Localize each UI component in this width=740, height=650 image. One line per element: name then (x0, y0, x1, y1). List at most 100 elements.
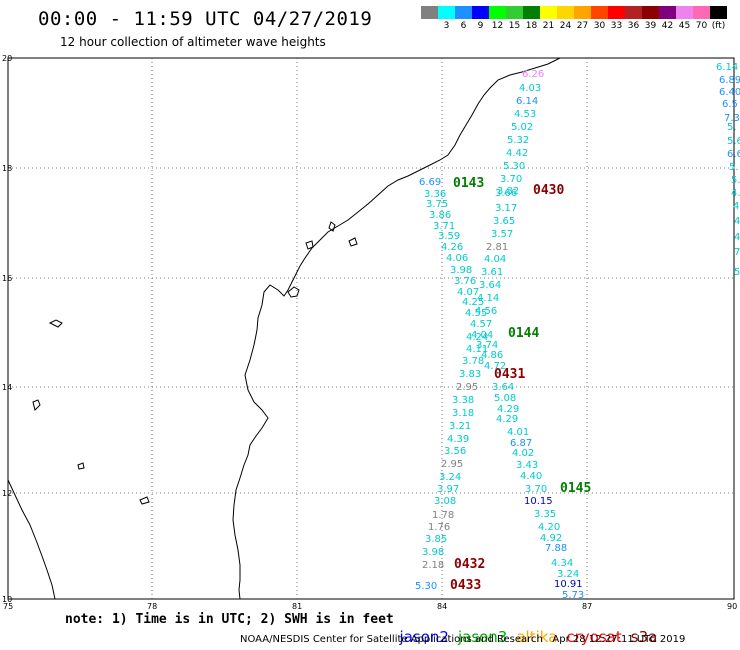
swh-reading: 4.04 (471, 330, 493, 341)
swh-reading: 4.01 (507, 427, 529, 438)
scale-swatch (455, 6, 472, 19)
scale-swatch (557, 6, 574, 19)
lat-tick-14: 14 (2, 383, 12, 392)
swh-reading: 5.73 (562, 590, 584, 601)
swh-reading: 5.32 (507, 135, 529, 146)
scale-swatch (642, 6, 659, 19)
scale-swatch (693, 6, 710, 19)
lon-tick-87: 87 (582, 602, 592, 611)
swh-reading: 4.24 (466, 332, 488, 343)
swh-reading: 5.30 (503, 161, 525, 172)
scale-swatch (591, 6, 608, 19)
satellite-legend: jason2 jason3 altika cryosat s3a (390, 610, 666, 646)
swh-reading: 4. (731, 188, 740, 199)
lat-tick-12: 12 (2, 489, 12, 498)
swh-reading: 5. (727, 122, 737, 133)
footer-note: note: 1) Time is in UTC; 2) SWH is in fe… (65, 612, 394, 627)
lon-tick-78: 78 (147, 602, 157, 611)
scale-swatch (421, 6, 438, 19)
scale-label: 30 (593, 21, 606, 31)
swh-reading: 2.95 (456, 382, 478, 393)
swh-reading: 1.78 (432, 510, 454, 521)
pass-label: 0143 (453, 176, 484, 191)
pass-label: 0145 (560, 481, 591, 496)
swh-reading: 4.06 (446, 253, 468, 264)
lon-tick-84: 84 (437, 602, 447, 611)
swh-reading: 3.83 (459, 369, 481, 380)
legend-jason2: jason2 (399, 628, 449, 646)
swh-reading: 4.34 (551, 558, 573, 569)
swh-reading: 4.07 (457, 287, 479, 298)
swh-reading: 4.03 (519, 83, 541, 94)
swh-reading: 1.76 (428, 522, 450, 533)
swh-reading: 4.20 (538, 522, 560, 533)
swh-reading: 4 (734, 232, 740, 243)
color-scale-labels: 3 6 9 12 15 18 21 24 27 30 33 36 39 42 45 70 (ft) (421, 21, 727, 33)
scale-label: 36 (627, 21, 640, 31)
swh-reading: 4. (734, 216, 740, 227)
swh-reading: 3.56 (444, 446, 466, 457)
swh-reading: 5. (731, 175, 740, 186)
scale-swatch (676, 6, 693, 19)
swh-reading: 3.97 (437, 484, 459, 495)
swh-reading: 3.76 (454, 276, 476, 287)
swh-reading: 3.38 (452, 395, 474, 406)
legend-altika: altika (516, 628, 558, 646)
scale-label: 12 (491, 21, 504, 31)
swh-reading: 6.5 (722, 99, 738, 110)
swh-reading: 6.69 (419, 177, 441, 188)
color-scale-bar (421, 6, 727, 19)
swh-reading: 4.29 (496, 414, 518, 425)
swh-reading: 3.75 (426, 199, 448, 210)
swh-reading: 6.89 (719, 75, 740, 86)
scale-label: 39 (644, 21, 657, 31)
footer-credit: NOAA/NESDIS Center for Satellite Applica… (240, 634, 686, 645)
swh-reading: 5. (734, 267, 740, 278)
swh-reading: 6.14 (516, 96, 538, 107)
swh-reading: 4.92 (540, 533, 562, 544)
scale-label: 70 (695, 21, 708, 31)
scale-label: (ft) (711, 21, 726, 31)
swh-reading: 3.57 (491, 229, 513, 240)
scale-label: 45 (678, 21, 691, 31)
swh-reading: 3.71 (433, 221, 455, 232)
lat-tick-18: 18 (2, 164, 12, 173)
swh-reading: 6.6 (727, 149, 740, 160)
swh-reading: 5.30 (415, 581, 437, 592)
swh-reading: 3.70 (525, 484, 547, 495)
scale-swatch (574, 6, 591, 19)
swh-reading: 4.11 (466, 344, 488, 355)
swh-reading: 3.70 (500, 174, 522, 185)
swh-reading: 7.3 (724, 113, 740, 124)
pass-label: 0432 (454, 557, 485, 572)
coastline (7, 57, 561, 600)
swh-reading: 3.36 (424, 189, 446, 200)
pass-label: 0144 (508, 326, 539, 341)
lat-tick-16: 16 (2, 274, 12, 283)
swh-reading: 4.42 (506, 148, 528, 159)
swh-reading: 3.64 (492, 382, 514, 393)
swh-reading: 4.04 (484, 254, 506, 265)
scale-label: 9 (477, 21, 484, 31)
swh-reading: 3.24 (557, 569, 579, 580)
graticule (8, 58, 734, 599)
swh-reading: 4.14 (477, 293, 499, 304)
swh-reading: 3.59 (438, 231, 460, 242)
swh-reading: 4.29 (497, 404, 519, 415)
lat-tick-10: 10 (2, 595, 12, 604)
lon-tick-75: 75 (3, 602, 13, 611)
scale-label: 3 (443, 21, 450, 31)
swh-reading: 10.91 (554, 579, 583, 590)
map-frame (7, 57, 735, 600)
pass-label: 0430 (533, 183, 564, 198)
scale-label: 15 (508, 21, 521, 31)
scale-label: 24 (559, 21, 572, 31)
swh-reading: 3.78 (462, 356, 484, 367)
legend-s3a: s3a (630, 628, 658, 646)
swh-reading: 4.40 (520, 471, 542, 482)
swh-reading: 3.17 (495, 203, 517, 214)
scale-swatch (506, 6, 523, 19)
swh-reading: 6.40 (719, 87, 740, 98)
swh-reading: 3.24 (439, 472, 461, 483)
